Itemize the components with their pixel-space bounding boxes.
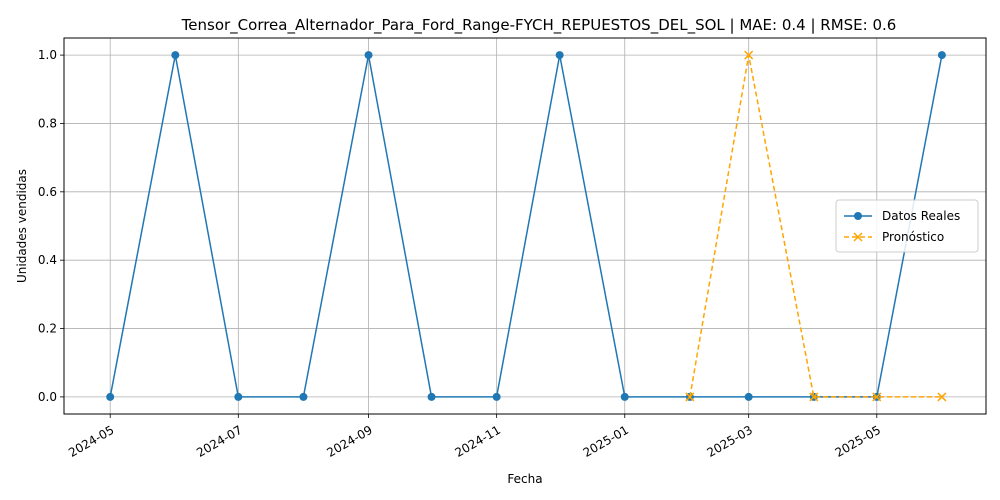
- x-tick-label: 2025-01: [581, 423, 631, 460]
- legend-label-forecast: Pronóstico: [882, 230, 944, 244]
- forecast-series-line: [689, 54, 942, 398]
- y-tick-label: 0.6: [38, 185, 57, 199]
- forecast-data-point: [937, 392, 947, 402]
- plot-area-frame: [63, 37, 987, 415]
- y-tick-label: 0.2: [38, 322, 57, 336]
- x-tick-label: 2024-11: [453, 423, 503, 460]
- forecast-data-point: [809, 392, 819, 402]
- x-tick-label: 2024-07: [194, 423, 244, 460]
- actual-series-line: [109, 54, 943, 398]
- forecast-data-point: [744, 50, 754, 60]
- actual-data-point: [299, 392, 308, 401]
- actual-data-point: [234, 392, 243, 401]
- chart-title: Tensor_Correa_Alternador_Para_Ford_Range…: [181, 16, 897, 35]
- actual-data-point: [555, 51, 564, 60]
- legend-frame: [835, 199, 979, 253]
- actual-data-point: [937, 51, 946, 60]
- x-axis-title: Fecha: [507, 472, 542, 486]
- y-tick-label: 0.8: [38, 116, 57, 130]
- x-tick-label: 2024-09: [324, 423, 374, 460]
- forecast-data-point: [872, 392, 882, 402]
- actual-data-point: [106, 392, 115, 401]
- actual-data-point: [364, 51, 373, 60]
- series-layer: [106, 50, 947, 402]
- x-tick-label: 2025-03: [705, 423, 755, 460]
- actual-data-point: [620, 392, 629, 401]
- actual-data-point: [171, 51, 180, 60]
- legend-marker-actual: [854, 212, 862, 220]
- legend-label-actual: Datos Reales: [882, 209, 960, 223]
- legend: Datos Reales Pronóstico: [835, 199, 979, 253]
- forecast-data-point: [685, 392, 695, 402]
- y-tick-label: 0.4: [38, 253, 57, 267]
- y-tick-label: 1.0: [38, 48, 57, 62]
- y-tick-label: 0.0: [38, 390, 57, 404]
- x-tick-label: 2025-05: [833, 423, 883, 460]
- grid-lines: [64, 38, 986, 414]
- actual-data-point: [492, 392, 501, 401]
- legend-marker-forecast: [853, 232, 863, 242]
- y-axis-title: Unidades vendidas: [15, 169, 29, 283]
- actual-data-point: [427, 392, 436, 401]
- x-tick-label: 2024-05: [66, 423, 116, 460]
- actual-data-point: [744, 392, 753, 401]
